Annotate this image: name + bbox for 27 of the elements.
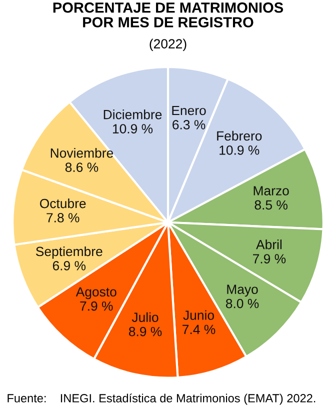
chart-subtitle: (2022) [150, 38, 186, 52]
data-label: 8.6 % [65, 162, 98, 172]
slice-label: Noviembre [50, 148, 114, 158]
source-note: Fuente: INEGI. Estadística de Matrimonios (EMAT) 2022. [8, 394, 316, 405]
data-label: 10.9 % [220, 145, 260, 155]
data-label: 6.9 % [52, 261, 86, 270]
data-label: 7.4 % [182, 324, 216, 334]
data-label: 10.9 % [112, 124, 153, 134]
slice-label: Septiembre [36, 246, 102, 259]
data-label: 8.0 % [226, 298, 259, 308]
chart-title: PORCENTAJE DE MATRIMONIOS POR MES DE REGISTRO [53, 2, 284, 28]
slice-label: Octubre [40, 198, 86, 208]
data-label: 6.3 % [172, 120, 206, 130]
data-label: 7.8 % [46, 213, 80, 222]
slice-label: Febrero [217, 130, 262, 141]
slice-label: Enero [172, 106, 206, 116]
data-label: 7.9 % [80, 301, 113, 311]
data-label: 8.5 % [254, 200, 288, 210]
slice-label: Marzo [254, 186, 289, 196]
slice-label: Julio [132, 312, 158, 322]
slice-label: Junio [183, 310, 214, 320]
slice-label: Abril [256, 240, 282, 250]
data-label: 8.9 % [128, 326, 162, 336]
slice-label: Agosto [76, 287, 116, 300]
data-label: 7.9 % [253, 254, 286, 264]
slice-label: Mayo [227, 284, 258, 297]
slice-label: Diciembre [104, 110, 162, 120]
